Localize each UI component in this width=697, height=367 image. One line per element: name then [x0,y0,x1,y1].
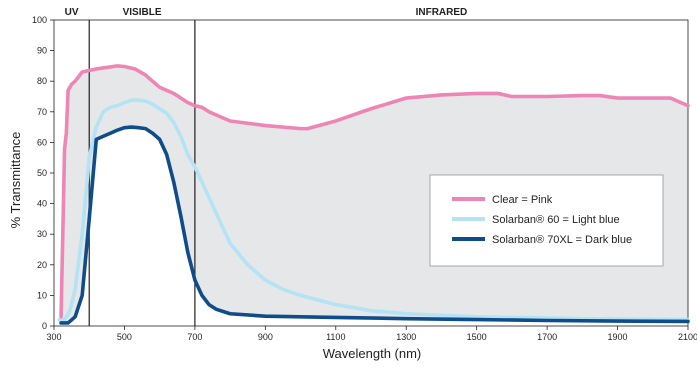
x-tick-label: 500 [117,332,132,342]
x-tick-label: 1500 [467,332,487,342]
legend-label: Solarban® 70XL = Dark blue [492,234,632,246]
legend-label: Solarban® 60 = Light blue [492,214,620,226]
y-tick-label: 20 [37,260,47,270]
x-tick-label: 900 [258,332,273,342]
y-tick-label: 50 [37,168,47,178]
y-tick-label: 10 [37,290,47,300]
y-tick-label: 0 [42,321,47,331]
y-tick-label: 80 [37,76,47,86]
y-tick-label: 70 [37,107,47,117]
y-axis-ticks: 0 10 20 30 40 50 60 70 80 90 100 [32,15,54,331]
y-tick-label: 100 [32,15,47,25]
y-tick-label: 60 [37,137,47,147]
region-label: INFRARED [416,7,468,18]
y-tick-label: 40 [37,199,47,209]
series-line [57,98,690,322]
x-tick-label: 2100 [678,332,697,342]
y-tick-label: 30 [37,229,47,239]
x-tick-label: 1900 [608,332,628,342]
region-label: VISIBLE [123,7,162,18]
x-tick-label: 300 [46,332,61,342]
x-axis-ticks: 300 500 700 900 1100 1300 1500 1700 1900 2100 [46,326,697,342]
series-layer [57,64,690,325]
region-label: UV [65,7,79,18]
x-axis-title: Wavelength (nm) [323,346,422,361]
x-tick-label: 1700 [537,332,557,342]
legend: Clear = Pink Solarban® 60 = Light blue Sol… [429,174,664,267]
x-tick-label: 1100 [326,332,345,342]
y-tick-label: 90 [37,46,47,56]
region-labels: UV VISIBLE INFRARED [65,7,468,18]
x-tick-label: 700 [187,332,202,342]
series-line [59,125,690,325]
series-line [59,64,690,319]
x-tick-label: 1300 [396,332,416,342]
legend-label: Clear = Pink [492,194,553,206]
y-axis-title: % Transmittance [8,132,23,229]
